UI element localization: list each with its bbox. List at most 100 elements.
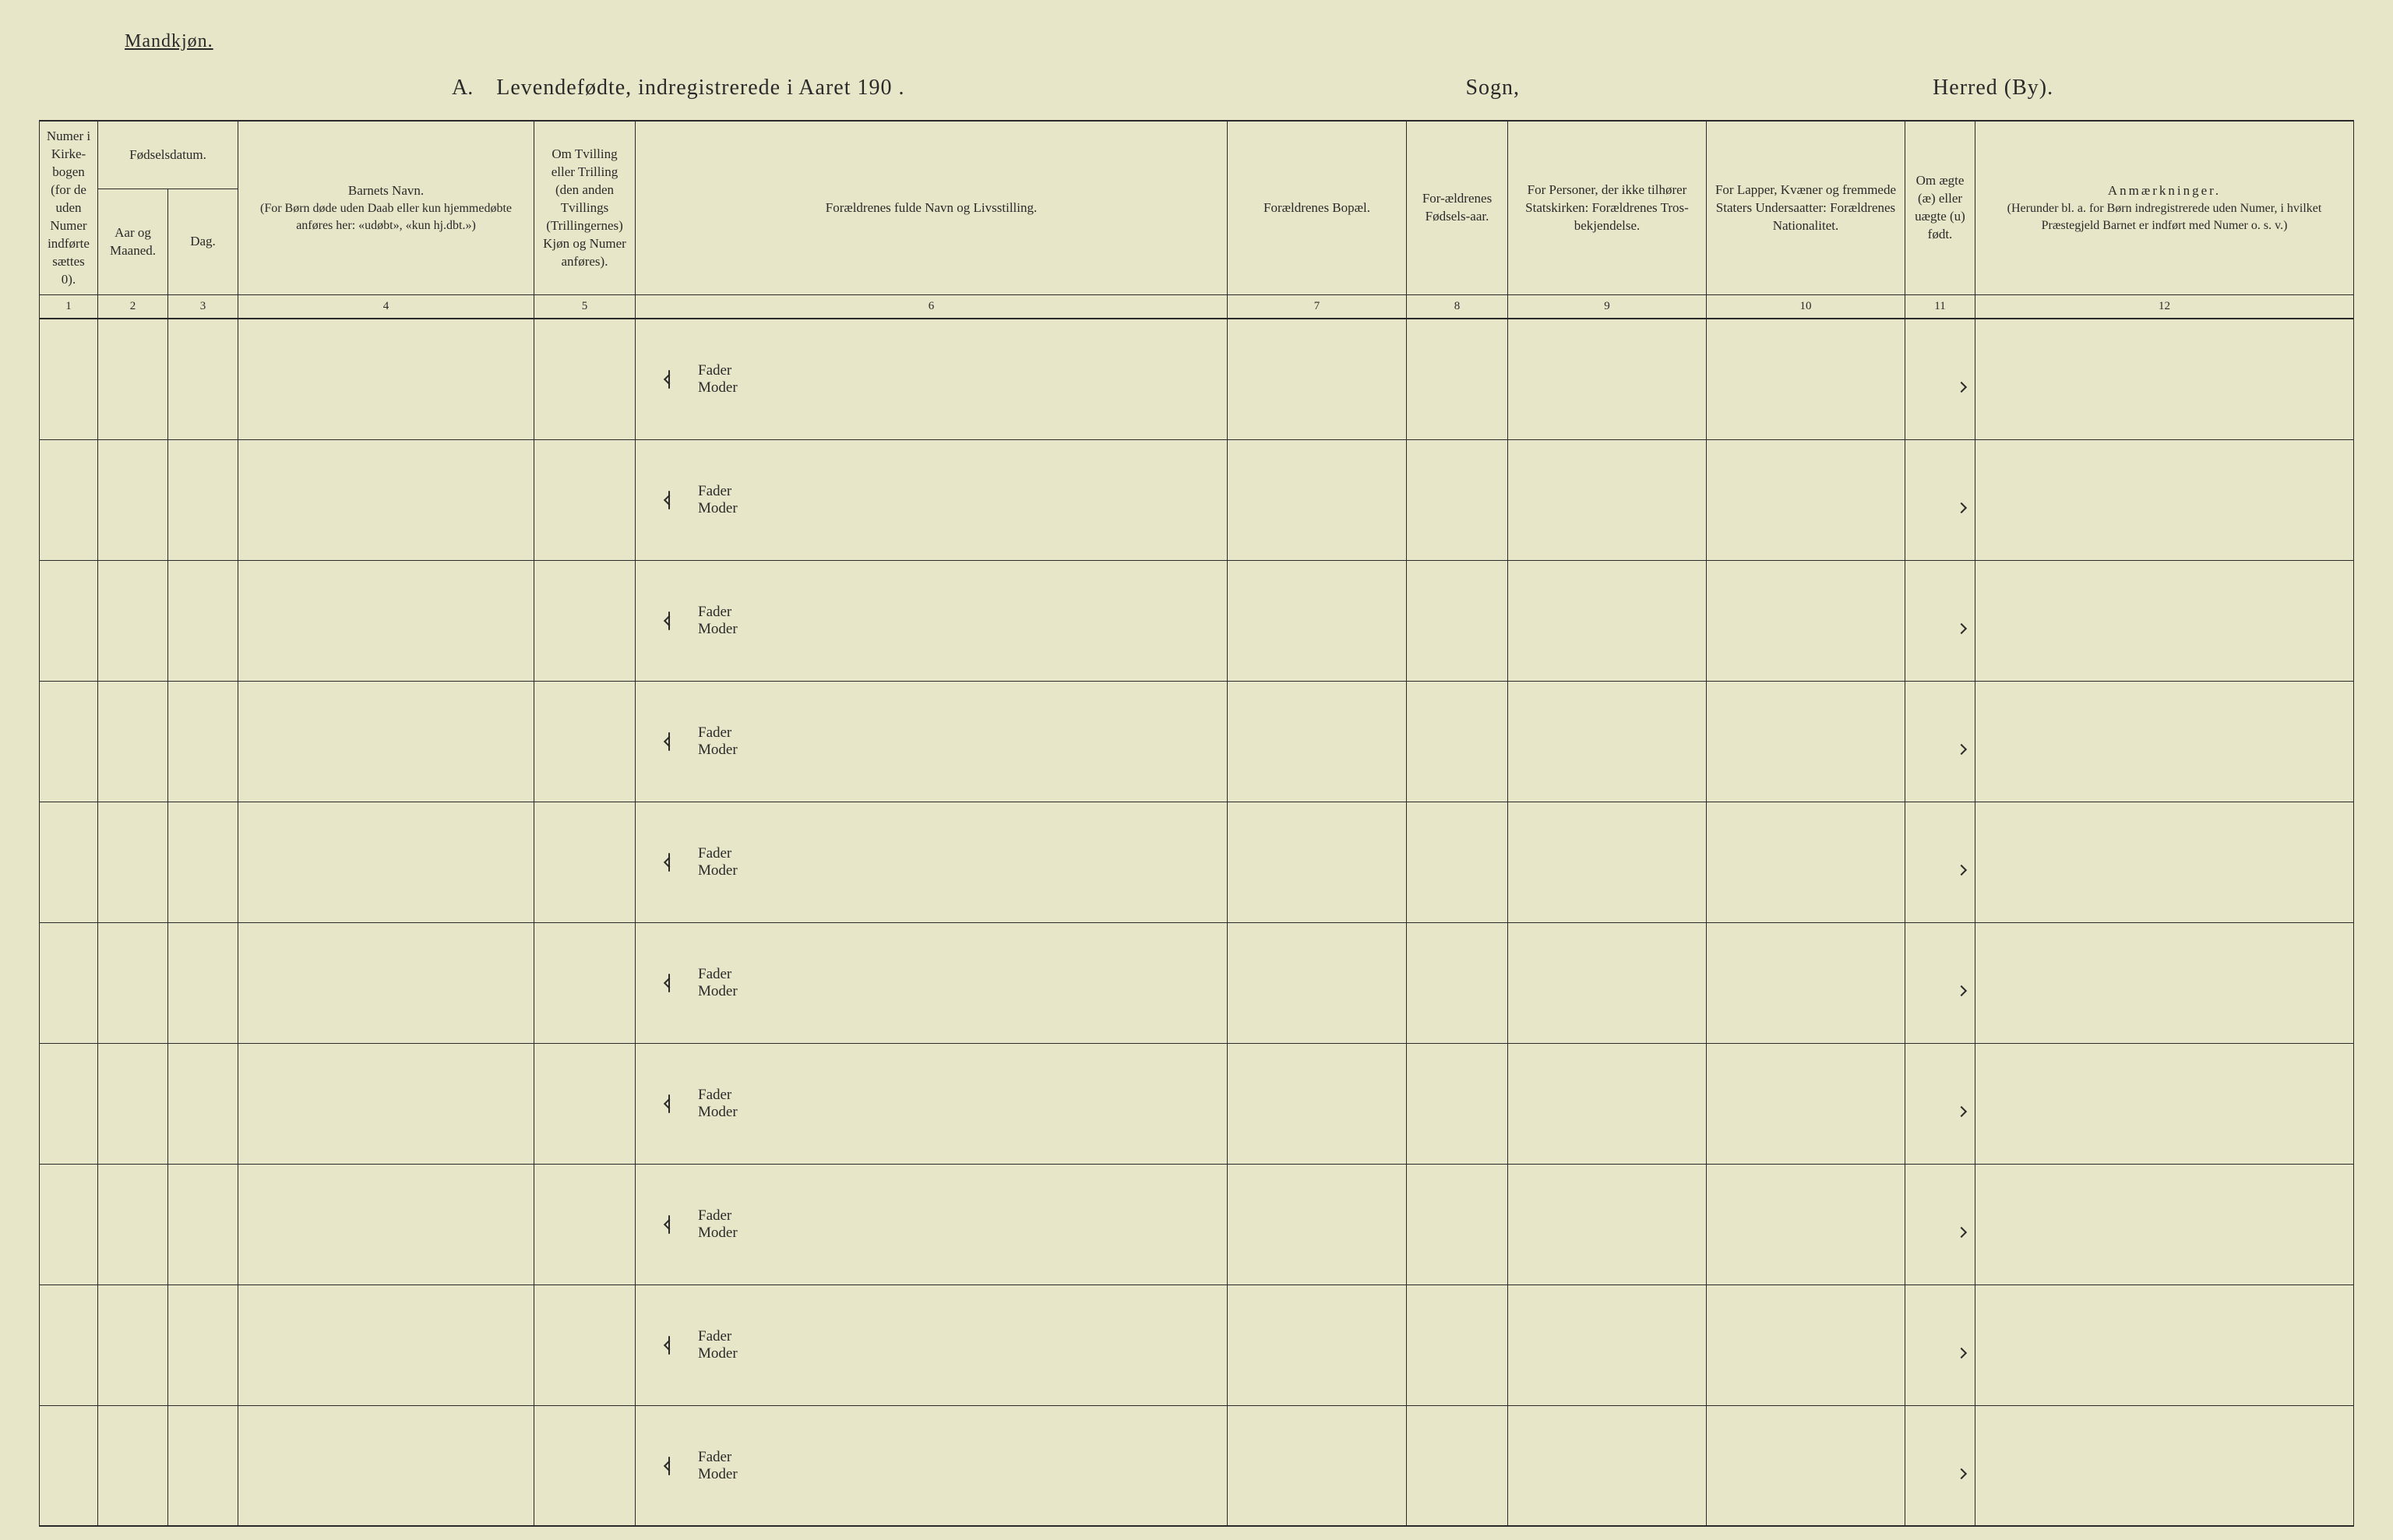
- col-header-2: Aar og Maaned.: [98, 189, 168, 295]
- parents-cell: FaderModer: [636, 966, 1227, 1000]
- cell: [1905, 560, 1975, 681]
- cell: [1407, 1405, 1508, 1526]
- cell: [1407, 802, 1508, 922]
- col-header-5: Om Tvilling eller Trilling (den anden Tv…: [534, 121, 636, 295]
- fader-label: Fader: [698, 1087, 1227, 1104]
- cell: [1905, 319, 1975, 439]
- cell: [1975, 439, 2354, 560]
- parents-cell: FaderModer: [636, 845, 1227, 879]
- cell: FaderModer: [636, 802, 1228, 922]
- cell: [98, 560, 168, 681]
- cell: [534, 1164, 636, 1285]
- col-header-group-date: Fødselsdatum.: [98, 121, 238, 189]
- brace-left-icon: [659, 491, 682, 509]
- moder-label: Moder: [698, 983, 1227, 1000]
- fader-label: Fader: [698, 724, 1227, 742]
- cell: [1975, 681, 2354, 802]
- register-page: Mandkjøn. A. Levendefødte, indregistrere…: [39, 31, 2354, 1527]
- cell: [238, 1164, 534, 1285]
- cell: [98, 1405, 168, 1526]
- fader-label: Fader: [698, 966, 1227, 983]
- parents-cell: FaderModer: [636, 724, 1227, 759]
- cell: [1228, 681, 1407, 802]
- cell: [1508, 319, 1707, 439]
- cell: [1975, 1164, 2354, 1285]
- title-herred: Herred (By).: [1933, 76, 2053, 100]
- cell: [1407, 1285, 1508, 1405]
- cell: [534, 1405, 636, 1526]
- cell: [98, 1043, 168, 1164]
- cell: [98, 319, 168, 439]
- cell: [238, 1285, 534, 1405]
- col-num-2: 2: [98, 295, 168, 319]
- brace-left-icon: [659, 732, 682, 751]
- cell: [98, 439, 168, 560]
- cell: [1707, 681, 1905, 802]
- cell: [1905, 1405, 1975, 1526]
- cell: [168, 439, 238, 560]
- cell: [1508, 1164, 1707, 1285]
- cell: [1228, 1043, 1407, 1164]
- cell: [1508, 1043, 1707, 1164]
- table-row: FaderModer: [40, 319, 2354, 439]
- brace-left-icon: [659, 1094, 682, 1113]
- col-header-1: Numer i Kirke-bogen (for de uden Numer i…: [40, 121, 98, 295]
- parents-cell: FaderModer: [636, 483, 1227, 517]
- cell: [40, 439, 98, 560]
- cell: [98, 802, 168, 922]
- col-header-4-main: Barnets Navn.: [243, 182, 529, 200]
- cell: [1508, 560, 1707, 681]
- title-main: Levendefødte, indregistrerede i Aaret 19…: [496, 76, 904, 100]
- cell: [1975, 1285, 2354, 1405]
- cell: [40, 922, 98, 1043]
- col-num-11: 11: [1905, 295, 1975, 319]
- cell: [1228, 439, 1407, 560]
- cell: [40, 1405, 98, 1526]
- col-header-3: Dag.: [168, 189, 238, 295]
- cell: [1905, 802, 1975, 922]
- cell: [1508, 922, 1707, 1043]
- header-row: Numer i Kirke-bogen (for de uden Numer i…: [40, 121, 2354, 189]
- cell: [1407, 439, 1508, 560]
- cell: [1508, 681, 1707, 802]
- fader-label: Fader: [698, 845, 1227, 862]
- cell: [1707, 1405, 1905, 1526]
- cell: [1975, 922, 2354, 1043]
- cell: FaderModer: [636, 319, 1228, 439]
- moder-label: Moder: [698, 500, 1227, 517]
- parents-cell: FaderModer: [636, 1087, 1227, 1121]
- cell: FaderModer: [636, 922, 1228, 1043]
- brace-left-icon: [659, 1457, 682, 1475]
- cell: [168, 922, 238, 1043]
- cell: [1975, 560, 2354, 681]
- cell: [1905, 1164, 1975, 1285]
- table-row: FaderModer: [40, 560, 2354, 681]
- cell: [1407, 1164, 1508, 1285]
- cell: [238, 922, 534, 1043]
- cell: [168, 802, 238, 922]
- col-header-6: Forældrenes fulde Navn og Livsstilling.: [636, 121, 1228, 295]
- table-row: FaderModer: [40, 1043, 2354, 1164]
- moder-label: Moder: [698, 1225, 1227, 1242]
- cell: [1508, 1405, 1707, 1526]
- gender-label: Mandkjøn.: [125, 31, 2354, 52]
- moder-label: Moder: [698, 621, 1227, 638]
- cell: FaderModer: [636, 681, 1228, 802]
- cell: [534, 681, 636, 802]
- cell: [238, 1405, 534, 1526]
- cell: FaderModer: [636, 1285, 1228, 1405]
- cell: [1508, 439, 1707, 560]
- cell: [1975, 1043, 2354, 1164]
- moder-label: Moder: [698, 742, 1227, 759]
- table-row: FaderModer: [40, 922, 2354, 1043]
- col-num-3: 3: [168, 295, 238, 319]
- cell: [98, 1164, 168, 1285]
- moder-label: Moder: [698, 862, 1227, 879]
- cell: [534, 1043, 636, 1164]
- cell: [168, 1285, 238, 1405]
- cell: [168, 1164, 238, 1285]
- table-row: FaderModer: [40, 681, 2354, 802]
- cell: [1905, 922, 1975, 1043]
- cell: [168, 319, 238, 439]
- cell: [1508, 1285, 1707, 1405]
